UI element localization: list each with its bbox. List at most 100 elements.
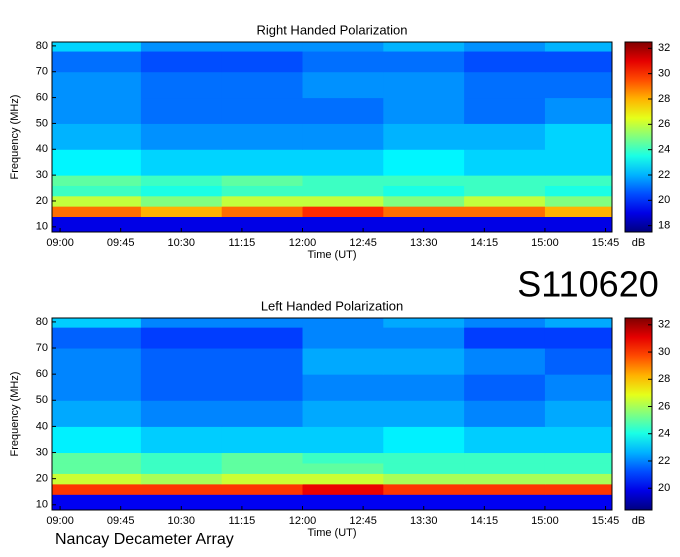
heat-cell <box>302 374 384 401</box>
date-code: S110620 <box>517 264 658 305</box>
heat-cell <box>52 51 142 73</box>
heat-cell <box>221 175 304 186</box>
heat-cell <box>383 400 465 427</box>
heat-cell <box>383 483 465 495</box>
heat-cell <box>52 71 142 99</box>
colorbar <box>624 317 653 511</box>
heat-cell <box>140 42 223 52</box>
heat-cell <box>464 185 546 197</box>
colorbar-tick-label: 32 <box>658 319 670 331</box>
heat-cell <box>302 149 384 176</box>
colorbar-tick-label: 18 <box>658 220 670 232</box>
heat-cell <box>544 483 613 495</box>
colorbar-tick-label: 30 <box>658 68 670 80</box>
heat-cell <box>140 195 223 207</box>
heat-cell <box>544 400 613 427</box>
heat-cell <box>221 206 304 217</box>
heat-cell <box>383 71 465 99</box>
heat-cell <box>140 149 223 176</box>
heat-cell <box>383 473 465 485</box>
heat-cell <box>464 42 546 52</box>
heat-cell <box>302 216 384 233</box>
heat-cell <box>140 462 223 474</box>
heat-cell <box>464 452 546 464</box>
heat-cell <box>383 195 465 207</box>
heat-cell <box>464 327 546 349</box>
plot-frame <box>51 317 613 511</box>
heat-cell <box>52 400 142 427</box>
heat-cell <box>52 483 142 495</box>
colorbar-label: dB <box>632 237 645 249</box>
heat-cell <box>544 473 613 485</box>
heat-cell <box>544 149 613 176</box>
y-tick-label: 40 <box>36 420 48 432</box>
y-tick-label: 70 <box>36 342 48 354</box>
heat-cell <box>464 206 546 217</box>
y-axis-label: Frequency (MHz) <box>9 95 21 180</box>
chart-title: Left Handed Polarization <box>261 298 403 313</box>
heat-cell <box>464 374 546 401</box>
x-axis-label: Time (UT) <box>307 527 356 539</box>
x-tick-label: 09:00 <box>46 515 74 527</box>
heat-cell <box>544 426 613 454</box>
x-tick-label: 11:15 <box>229 237 256 249</box>
heat-cell <box>464 71 546 99</box>
colorbar-tick-label: 26 <box>658 118 670 130</box>
heat-cell <box>221 473 304 485</box>
heat-cell <box>52 327 142 349</box>
heat-cell <box>464 195 546 207</box>
x-tick-label: 12:45 <box>349 237 377 249</box>
x-tick-label: 15:45 <box>592 515 620 527</box>
heat-cell <box>302 473 384 485</box>
heat-cell <box>383 216 465 233</box>
heat-cell <box>221 374 304 401</box>
heat-cell <box>52 195 142 207</box>
y-tick-label: 20 <box>36 473 48 485</box>
heat-cell <box>383 374 465 401</box>
heat-cell <box>302 71 384 99</box>
heat-cell <box>221 348 304 375</box>
heat-cell <box>52 348 142 375</box>
y-axis-label: Frequency (MHz) <box>9 372 21 457</box>
heat-cell <box>464 400 546 427</box>
heat-cell <box>52 175 142 186</box>
heat-cell <box>140 123 223 150</box>
heat-cell <box>221 483 304 495</box>
heat-cell <box>544 195 613 207</box>
y-tick-label: 10 <box>36 499 48 511</box>
heat-cell <box>464 97 546 124</box>
x-tick-label: 09:45 <box>107 515 135 527</box>
x-tick-label: 09:45 <box>107 237 135 249</box>
heat-cell <box>544 327 613 349</box>
x-tick-label: 09:00 <box>46 237 74 249</box>
x-tick-label: 13:30 <box>410 515 438 527</box>
heat-cell <box>302 327 384 349</box>
heat-cell <box>221 195 304 207</box>
heat-cell <box>140 400 223 427</box>
heat-cell <box>464 51 546 73</box>
heat-cell <box>140 185 223 197</box>
heat-cell <box>221 51 304 73</box>
heat-cell <box>302 42 384 52</box>
heat-cell <box>140 97 223 124</box>
colorbar-tick-label: 28 <box>658 93 670 105</box>
heat-cell <box>383 123 465 150</box>
heat-cell <box>140 348 223 375</box>
y-tick-label: 60 <box>36 368 48 380</box>
heat-cell <box>302 185 384 197</box>
colorbar-tick-label: 24 <box>658 428 670 440</box>
heat-cell <box>544 185 613 197</box>
heat-cell <box>302 452 384 464</box>
heat-cell <box>302 123 384 150</box>
y-tick-label: 40 <box>36 143 48 155</box>
heat-cell <box>544 462 613 474</box>
heat-cell <box>221 149 304 176</box>
colorbar-tick-label: 20 <box>658 482 670 494</box>
heat-cell <box>52 42 142 52</box>
y-tick-label: 30 <box>36 169 48 181</box>
heat-cell <box>544 71 613 99</box>
heat-cell <box>302 206 384 217</box>
heat-cell <box>464 216 546 233</box>
heat-cell <box>544 494 613 511</box>
